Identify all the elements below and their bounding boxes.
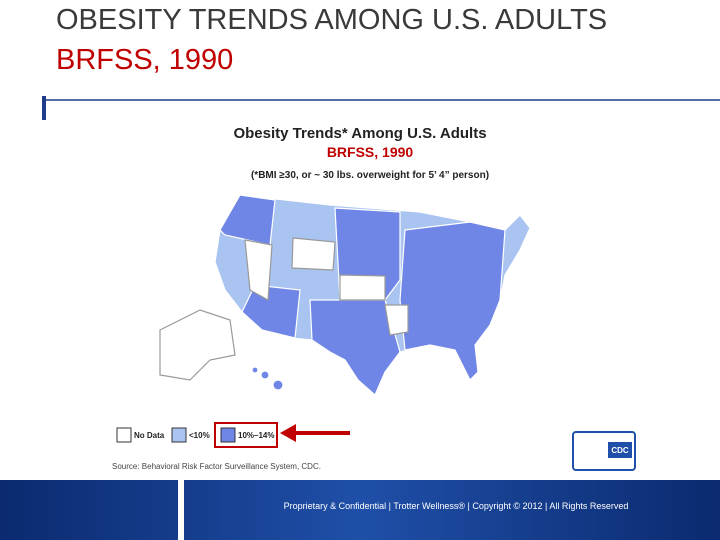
legend-label: <10% [189, 431, 210, 440]
map-note: (*BMI ≥30, or ~ 30 lbs. overweight for 5… [251, 170, 489, 181]
footer-band [0, 480, 720, 540]
title-subtitle: BRFSS, 1990 [56, 44, 234, 76]
slide-title: OBESITY TRENDS AMONG U.S. ADULTS BRFSS, … [56, 0, 616, 80]
title-text: OBESITY TRENDS AMONG U.S. ADULTS [56, 4, 608, 36]
footer-text: Proprietary & Confidential | Trotter Wel… [284, 501, 629, 511]
accent-bar [42, 96, 46, 120]
legend-label: 10%–14% [238, 431, 274, 440]
logo-text: CDC [611, 446, 629, 455]
us-map [159, 194, 531, 396]
map-title: Obesity Trends* Among U.S. Adults [233, 125, 486, 142]
map-source: Source: Behavioral Risk Factor Surveilla… [112, 462, 321, 471]
cdc-logo [572, 431, 636, 471]
footer-gap [178, 480, 184, 540]
map-legend [116, 422, 350, 448]
map-subtitle: BRFSS, 1990 [327, 144, 414, 160]
legend-label: No Data [134, 431, 165, 440]
